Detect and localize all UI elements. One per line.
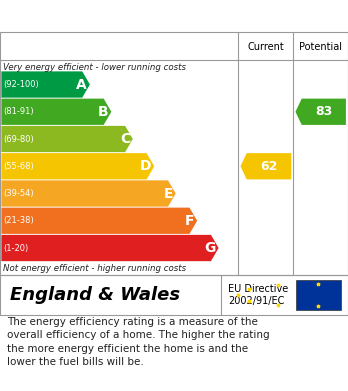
Polygon shape: [1, 153, 154, 179]
Text: 83: 83: [315, 105, 332, 118]
Text: Current: Current: [247, 41, 284, 52]
Text: (55-68): (55-68): [3, 162, 34, 171]
Text: A: A: [76, 77, 87, 91]
Text: 62: 62: [260, 160, 278, 173]
Text: (92-100): (92-100): [3, 80, 39, 89]
Text: C: C: [120, 132, 130, 146]
Polygon shape: [1, 235, 219, 261]
Text: (69-80): (69-80): [3, 135, 34, 143]
Text: Energy Efficiency Rating: Energy Efficiency Rating: [10, 7, 258, 25]
Polygon shape: [295, 99, 346, 125]
Polygon shape: [1, 208, 197, 234]
Text: (1-20): (1-20): [3, 244, 29, 253]
Text: EU Directive: EU Directive: [228, 284, 288, 294]
Polygon shape: [240, 153, 291, 179]
Polygon shape: [1, 99, 111, 125]
Text: The energy efficiency rating is a measure of the
overall efficiency of a home. T: The energy efficiency rating is a measur…: [7, 317, 270, 367]
Text: E: E: [164, 187, 173, 201]
Text: (39-54): (39-54): [3, 189, 34, 198]
FancyBboxPatch shape: [296, 280, 341, 310]
Text: D: D: [140, 159, 151, 173]
Text: England & Wales: England & Wales: [10, 286, 181, 304]
Text: 2002/91/EC: 2002/91/EC: [228, 296, 284, 306]
Polygon shape: [1, 72, 90, 98]
Text: B: B: [98, 105, 109, 119]
Text: (81-91): (81-91): [3, 107, 34, 116]
Text: G: G: [205, 241, 216, 255]
Polygon shape: [1, 126, 133, 152]
Text: F: F: [185, 214, 195, 228]
Text: (21-38): (21-38): [3, 216, 34, 225]
Polygon shape: [1, 180, 176, 207]
Text: Not energy efficient - higher running costs: Not energy efficient - higher running co…: [3, 264, 187, 273]
Text: Potential: Potential: [299, 41, 342, 52]
Text: Very energy efficient - lower running costs: Very energy efficient - lower running co…: [3, 63, 187, 72]
